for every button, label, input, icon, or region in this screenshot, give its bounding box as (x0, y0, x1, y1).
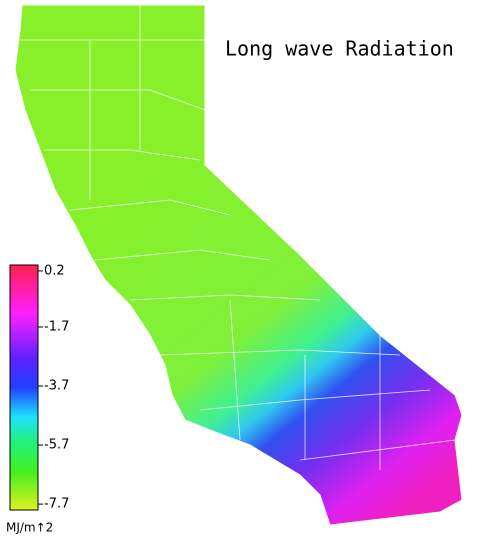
tick-label: -5.7 (44, 438, 69, 453)
tick-label: -1.7 (44, 319, 69, 334)
county-lines (20, 5, 456, 470)
tick-label: -3.7 (44, 379, 69, 394)
tick-label: 0.2 (44, 263, 65, 278)
map-title: Long wave Radiation (225, 37, 454, 61)
state-shape (14, 4, 463, 526)
tick-label: -7.7 (44, 497, 69, 512)
colorbar-unit: MJ/m↑2 (6, 521, 53, 535)
colorbar (9, 264, 39, 511)
